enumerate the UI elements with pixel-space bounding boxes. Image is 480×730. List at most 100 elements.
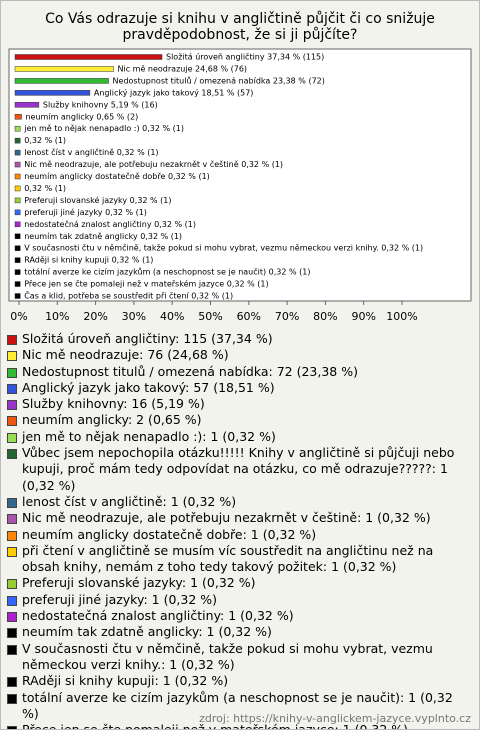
legend-label: V současnosti čtu v němčině, takže pokud… [22,640,433,672]
bar [14,269,21,275]
bar [14,137,21,144]
legend-swatch [7,367,17,378]
legend-swatch [7,383,17,394]
legend-swatch [7,530,17,541]
legend-label: Nic mě neodrazuje, ale potřebuju nezakrn… [22,510,431,526]
x-tick-label: 60% [237,310,261,323]
bar-label: neumím anglicky 0,65 % (2) [25,112,138,121]
legend-item: V současnosti čtu v němčině, takže pokud… [7,641,473,674]
bar [14,221,21,228]
bar [14,125,21,132]
legend-swatch [7,546,17,557]
legend-swatch [7,351,17,362]
x-tick-label: 90% [351,310,375,323]
bar-label: Přece jen se čte pomaleji než v mateřské… [24,279,268,289]
legend-swatch [7,644,17,655]
legend-item: nedostatečná znalost angličtiny: 1 (0,32… [7,608,473,624]
legend-label: neumím anglicky: 2 (0,65 %) [22,412,202,428]
legend-label: při čtení v angličtině se musím víc sous… [22,542,434,575]
bar [14,197,21,204]
legend-swatch [7,612,17,623]
bar-label: preferuji jiné jazyky 0,32 % (1) [24,207,147,217]
bar-label: Nic mě neodrazuje 24,68 % (76) [118,64,248,73]
legend-label: RAději si knihy kupuji: 1 (0,32 %) [22,673,229,689]
legend-label: neumím tak zdatně anglicky: 1 (0,32 %) [22,624,272,640]
legend-label: Vůbec jsem nepochopila otázku!!!!! Knihy… [22,445,455,493]
legend-item: neumím anglicky: 2 (0,65 %) [7,412,473,428]
legend-item: Anglický jazyk jako takový: 57 (18,51 %) [7,380,473,396]
bar [14,245,21,251]
legend-label: Nic mě neodrazuje: 76 (24,68 %) [22,347,229,363]
x-tick-label: 40% [160,310,184,323]
bar [14,185,21,192]
x-tick-label: 70% [275,310,299,323]
bar-label: Anglický jazyk jako takový 18,51 % (57) [94,88,254,97]
x-tick-label: 50% [198,310,222,323]
x-tick-label: 80% [313,310,337,323]
legend-label: Nedostupnost titulů / omezená nabídka: 7… [22,363,358,379]
legend-swatch [7,693,17,704]
legend-item: Nedostupnost titulů / omezená nabídka: 7… [7,364,473,380]
bar-label: lenost číst v angličtině 0,32 % (1) [24,147,158,157]
bar-label: RAději si knihy kupuji 0,32 % (1) [24,256,153,265]
legend-item: preferuji jiné jazyky: 1 (0,32 %) [7,592,473,608]
bar [14,90,91,96]
chart-title: Co Vás odrazuje si knihu v angličtině pů… [45,11,435,43]
bar-label: Složitá úroveň angličtiny 37,34 % (115) [166,52,324,62]
bar-label: neumím anglicky dostatečně dobře 0,32 % … [24,171,210,181]
legend-item: Služby knihovny: 16 (5,19 %) [7,396,473,412]
legend-item: totální averze ke cizím jazykům (a nesch… [7,690,473,723]
bar [14,233,21,239]
x-tick-label: 10% [45,310,69,323]
legend-swatch [7,416,17,427]
bar-label: 0,32 % (1) [24,136,66,145]
bar-label: nedostatečná znalost angličtiny 0,32 % (… [24,219,196,229]
legend-swatch [7,579,17,590]
legend-item: při čtení v angličtině se musím víc sous… [7,543,473,576]
bar-label: 0,32 % (1) [24,184,66,193]
x-tick-label: 0% [10,310,27,323]
legend-label: Přece jen se čte pomaleji než v mateřské… [22,722,409,730]
bar [14,54,163,60]
legend-swatch [7,677,17,688]
chart: Co Vás odrazuje si knihu v angličtině pů… [8,11,472,323]
legend-label: Služby knihovny: 16 (5,19 %) [22,396,205,412]
bar [14,281,21,287]
legend-label: lenost číst v angličtině: 1 (0,32 %) [22,493,237,509]
bar [14,102,40,108]
source: zdroj: https://knihy-v-anglickem-jazyce.… [199,712,471,725]
bar-label: Čas a klid, potřeba se soustředit při čt… [24,290,233,301]
bar [14,114,22,120]
bar-label: Nedostupnost titulů / omezená nabídka 23… [113,75,325,85]
bar [14,257,21,263]
bar-label: Preferuji slovanské jazyky 0,32 % (1) [24,195,171,205]
legend-item: jen mě to nějak nenapadlo :): 1 (0,32 %) [7,429,473,445]
legend-label: totální averze ke cizím jazykům (a nesch… [22,689,453,721]
legend-swatch [7,514,17,525]
bar-label: jen mě to nějak nenapadlo :) 0,32 % (1) [23,124,184,133]
legend-label: neumím anglicky dostatečně dobře: 1 (0,3… [22,526,317,542]
bar-label: V současnosti čtu v němčině, takže pokud… [24,243,423,253]
legend-item: lenost číst v angličtině: 1 (0,32 %) [7,494,473,510]
legend: Složitá úroveň angličtiny: 115 (37,34 %)… [7,331,473,730]
legend-label: Preferuji slovanské jazyky: 1 (0,32 %) [22,575,256,591]
legend-swatch [7,628,17,639]
bar [14,78,109,84]
bar-label: totální averze ke cizím jazykům (a nesch… [24,267,310,277]
legend-swatch [7,335,17,345]
x-tick-label: 100% [386,310,417,323]
x-tick-label: 30% [122,310,146,323]
legend-swatch [7,400,17,411]
legend-swatch [7,726,17,729]
legend-swatch [7,449,17,460]
bar-label: Nic mě neodrazuje, ale potřebuju nezakrn… [24,159,283,169]
legend-item: Přece jen se čte pomaleji než v mateřské… [7,722,473,730]
legend-item: RAději si knihy kupuji: 1 (0,32 %) [7,673,473,689]
legend-item: neumím tak zdatně anglicky: 1 (0,32 %) [7,624,473,640]
x-tick-label: 20% [83,310,107,323]
legend-swatch [7,497,17,508]
legend-label: preferuji jiné jazyky: 1 (0,32 %) [22,591,218,607]
legend-item: Složitá úroveň angličtiny: 115 (37,34 %) [7,331,473,347]
bar [14,161,21,168]
